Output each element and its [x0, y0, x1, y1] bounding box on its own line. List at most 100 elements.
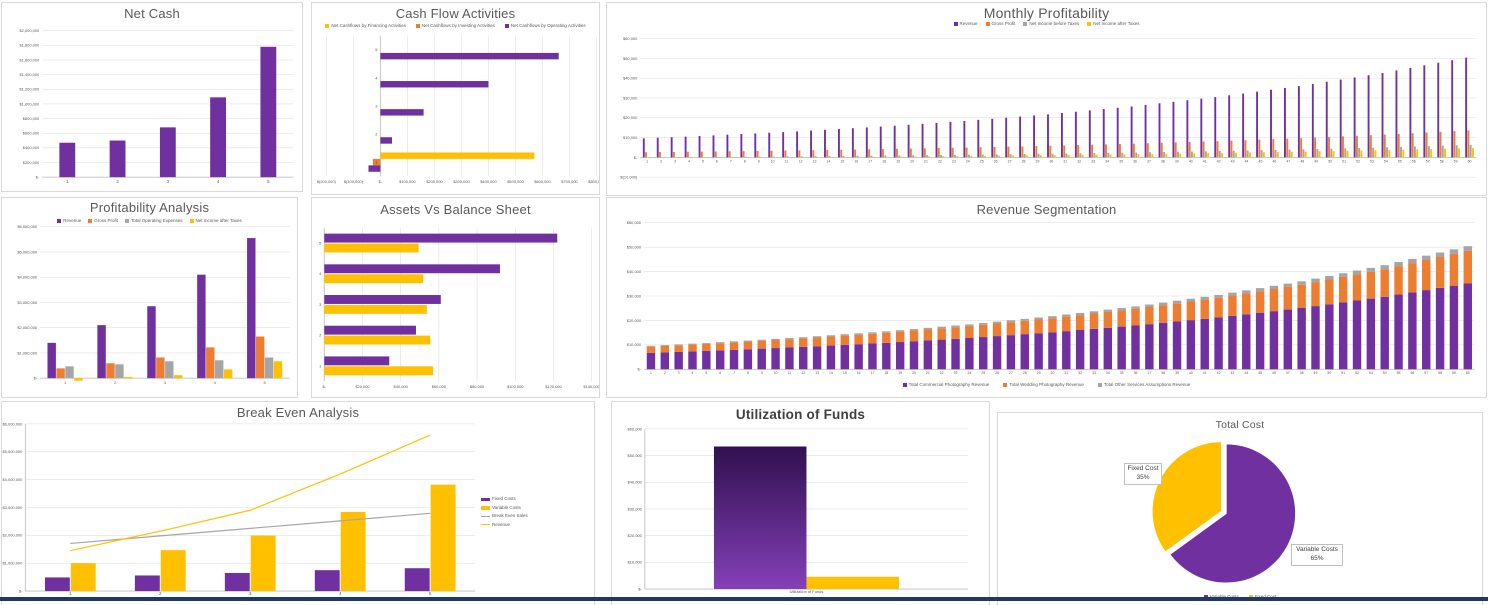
- svg-text:5: 5: [705, 371, 707, 375]
- svg-text:$1,800,000: $1,800,000: [19, 43, 40, 48]
- chart-break-even-analysis[interactable]: Break Even Analysis $- $1,000,000 $2,000,0…: [1, 401, 595, 605]
- svg-text:$700,000: $700,000: [561, 179, 578, 184]
- svg-text:$30,000: $30,000: [627, 506, 642, 511]
- svg-text:1: 1: [69, 591, 72, 596]
- svg-text:1: 1: [646, 159, 648, 163]
- svg-text:53: 53: [1370, 159, 1374, 163]
- svg-text:22: 22: [940, 371, 944, 375]
- svg-text:3: 3: [375, 103, 378, 108]
- svg-text:$30,000: $30,000: [627, 293, 642, 298]
- svg-text:29: 29: [1037, 371, 1041, 375]
- svg-text:38: 38: [1161, 159, 1165, 163]
- svg-text:$2,000,000: $2,000,000: [19, 28, 40, 33]
- fixed-costs-swatch-icon: [481, 497, 490, 501]
- svg-text:2: 2: [159, 591, 162, 596]
- svg-text:26: 26: [994, 159, 998, 163]
- chart-revenue-segmentation[interactable]: Revenue Segmentation $- $10,000 $20,000 $30…: [606, 197, 1487, 398]
- svg-text:18: 18: [884, 371, 888, 375]
- svg-text:40: 40: [1189, 371, 1193, 375]
- svg-text:3: 3: [164, 380, 167, 385]
- svg-text:58: 58: [1440, 159, 1444, 163]
- svg-text:$600,000: $600,000: [534, 179, 551, 184]
- svg-text:26: 26: [995, 371, 999, 375]
- svg-text:$6,000,000: $6,000,000: [17, 224, 38, 229]
- svg-text:35: 35: [1120, 371, 1124, 375]
- svg-text:4: 4: [214, 380, 217, 385]
- svg-text:$40,000: $40,000: [627, 480, 642, 485]
- chart-title-net-cash: Net Cash: [124, 6, 180, 21]
- callout-label: Variable Costs: [1296, 546, 1338, 553]
- svg-text:59: 59: [1452, 371, 1456, 375]
- chart-profitability-analysis[interactable]: Profitability Analysis Revenue Gross Pro…: [1, 197, 298, 398]
- svg-text:60: 60: [1468, 159, 1472, 163]
- svg-text:5: 5: [319, 241, 322, 246]
- break-even-sales-line-icon: [481, 515, 490, 517]
- svg-text:50: 50: [1328, 159, 1332, 163]
- svg-text:52: 52: [1356, 159, 1360, 163]
- svg-text:45: 45: [1258, 371, 1262, 375]
- utilization-plot-area: $- $10,000 $20,000 $30,000 $40,000 $50,000 $60…: [627, 426, 969, 594]
- svg-text:24: 24: [967, 371, 971, 375]
- break-even-legend: Fixed Costs Variable Costs Break Even Sa…: [481, 496, 528, 527]
- svg-text:$(10,000): $(10,000): [620, 175, 638, 180]
- chart-title-break-even: Break Even Analysis: [236, 405, 360, 420]
- svg-text:41: 41: [1203, 371, 1207, 375]
- svg-text:$100,000: $100,000: [507, 384, 524, 389]
- fixed-cost-callout: Fixed Cost 35%: [1124, 463, 1162, 485]
- svg-text:44: 44: [1245, 159, 1249, 163]
- total-cost-pie-area: [1151, 440, 1297, 584]
- chart-total-cost[interactable]: Total Cost Fixed Cost 35% Variable Costs…: [997, 412, 1483, 605]
- svg-text:48: 48: [1300, 371, 1304, 375]
- svg-text:37: 37: [1147, 159, 1151, 163]
- svg-text:46: 46: [1272, 159, 1276, 163]
- profitability-analysis-plot-area: $- $1,000,000 $2,000,000 $3,000,000 $4,000,0…: [17, 224, 290, 385]
- chart-cash-flow-activities[interactable]: Cash Flow Activities Net Cashflows by Fi…: [311, 2, 600, 195]
- chart-monthly-profitability[interactable]: Monthly Profitability Revenue Gross Prof…: [606, 2, 1487, 196]
- svg-text:25: 25: [981, 371, 985, 375]
- svg-text:$400,000: $400,000: [480, 179, 497, 184]
- svg-text:27: 27: [1008, 159, 1012, 163]
- svg-text:6: 6: [716, 159, 718, 163]
- svg-text:$1,000,000: $1,000,000: [17, 350, 38, 355]
- svg-text:3: 3: [249, 591, 252, 596]
- svg-text:$50,000: $50,000: [623, 56, 638, 61]
- chart-title-assets: Assets Vs Balance Sheet: [380, 202, 531, 217]
- svg-text:$140,000: $140,000: [583, 384, 599, 389]
- chart-title-cash-flow: Cash Flow Activities: [395, 6, 516, 21]
- svg-text:$30,000: $30,000: [623, 95, 638, 100]
- svg-text:$-: $-: [638, 586, 642, 591]
- svg-text:54: 54: [1384, 159, 1388, 163]
- svg-text:$20,000: $20,000: [627, 533, 642, 538]
- net-cash-plot-area: $- $200,000 $400,000 $600,000 $800,000 $1,000…: [19, 28, 294, 184]
- svg-text:$40,000: $40,000: [627, 269, 642, 274]
- svg-text:32: 32: [1077, 159, 1081, 163]
- svg-text:57: 57: [1424, 371, 1428, 375]
- svg-text:43: 43: [1231, 371, 1235, 375]
- svg-text:$6,000,000: $6,000,000: [2, 421, 23, 426]
- svg-text:18: 18: [882, 159, 886, 163]
- svg-text:$500,000: $500,000: [507, 179, 524, 184]
- svg-text:49: 49: [1314, 159, 1318, 163]
- svg-text:31: 31: [1063, 159, 1067, 163]
- svg-text:$1,200,000: $1,200,000: [19, 87, 40, 92]
- chart-title-monthly-profitability: Monthly Profitability: [983, 5, 1110, 21]
- svg-text:19: 19: [896, 159, 900, 163]
- svg-text:10: 10: [771, 159, 775, 163]
- svg-text:2: 2: [114, 380, 116, 385]
- svg-text:41: 41: [1203, 159, 1207, 163]
- svg-text:$50,000: $50,000: [627, 245, 642, 250]
- svg-text:$4,000,000: $4,000,000: [17, 275, 38, 280]
- svg-text:12: 12: [801, 371, 805, 375]
- svg-text:$-: $-: [379, 179, 383, 184]
- svg-text:$(100,000): $(100,000): [344, 179, 364, 184]
- svg-text:15: 15: [840, 159, 844, 163]
- chart-net-cash[interactable]: Net Cash $- $200,000 $400,000 $600,000 $800,…: [1, 2, 303, 192]
- svg-text:$100,000: $100,000: [399, 179, 416, 184]
- svg-text:24: 24: [966, 159, 970, 163]
- svg-text:53: 53: [1369, 371, 1373, 375]
- svg-text:1: 1: [66, 179, 69, 184]
- svg-text:$20,000: $20,000: [623, 115, 638, 120]
- chart-assets-vs-balance-sheet[interactable]: Assets Vs Balance Sheet $- $20,000 $40,000…: [311, 197, 600, 398]
- svg-text:36: 36: [1134, 371, 1138, 375]
- chart-utilization-of-funds[interactable]: Utilization of Funds $- $10,000 $20,000 $30…: [611, 401, 990, 605]
